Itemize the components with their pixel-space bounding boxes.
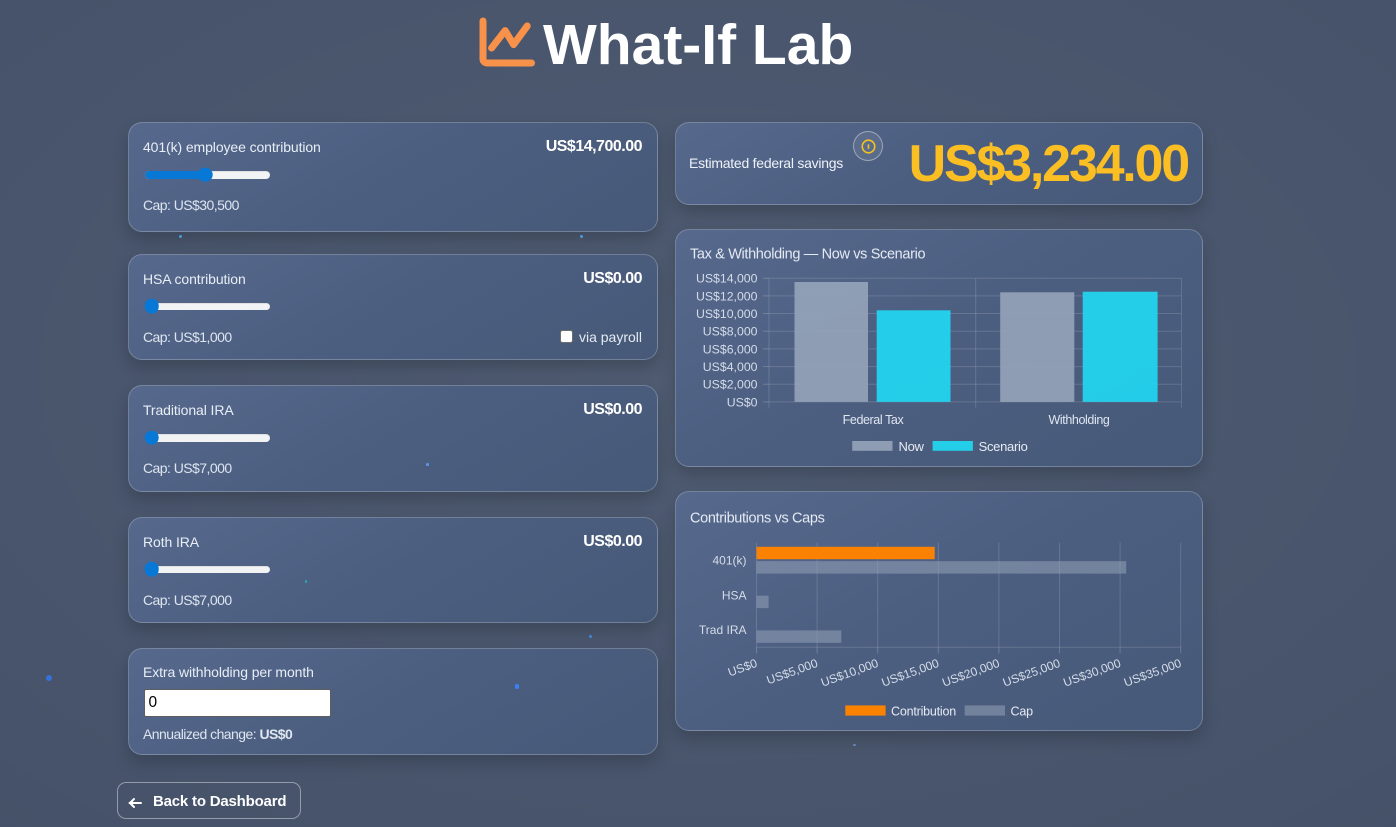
svg-text:US$20,000: US$20,000 (940, 656, 1002, 690)
svg-text:401(k): 401(k) (712, 554, 746, 568)
svg-text:US$10,000: US$10,000 (819, 656, 881, 690)
svg-text:US$4,000: US$4,000 (703, 360, 758, 374)
svg-text:US$14,000: US$14,000 (696, 272, 758, 286)
svg-text:Tax & Withholding — Now vs Sce: Tax & Withholding — Now vs Scenario (690, 247, 925, 263)
svg-text:US$0: US$0 (727, 395, 758, 409)
svg-text:Trad IRA: Trad IRA (699, 623, 747, 637)
svg-text:US$30,000: US$30,000 (1061, 656, 1123, 690)
svg-text:US$25,000: US$25,000 (1001, 656, 1063, 690)
svg-text:US$5,000: US$5,000 (765, 656, 820, 688)
svg-text:Cap: Cap (1011, 704, 1034, 718)
svg-text:US$6,000: US$6,000 (703, 342, 758, 356)
svg-text:Withholding: Withholding (1049, 413, 1110, 427)
svg-text:US$12,000: US$12,000 (696, 289, 758, 303)
svg-text:US$8,000: US$8,000 (703, 325, 758, 339)
svg-text:US$10,000: US$10,000 (696, 307, 758, 321)
svg-text:Contributions vs Caps: Contributions vs Caps (690, 511, 825, 527)
svg-text:US$35,000: US$35,000 (1122, 656, 1184, 690)
svg-text:Federal Tax: Federal Tax (843, 413, 905, 427)
svg-text:Now: Now (899, 439, 925, 454)
svg-text:Contribution: Contribution (891, 704, 956, 718)
svg-text:US$0: US$0 (726, 656, 759, 680)
svg-text:US$15,000: US$15,000 (880, 656, 942, 690)
svg-text:US$2,000: US$2,000 (703, 378, 758, 392)
svg-text:Scenario: Scenario (979, 439, 1028, 454)
svg-text:HSA: HSA (722, 588, 747, 602)
